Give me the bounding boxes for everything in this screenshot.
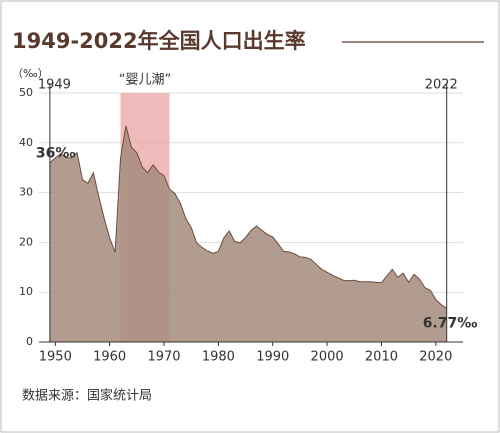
year-marker-label: 2022 [425, 78, 458, 93]
y-unit: （‰） [12, 67, 49, 80]
source: 数据来源：国家统计局 [22, 388, 152, 404]
x-tick-label: 1960 [93, 350, 126, 365]
y-tick-label: 10 [19, 285, 33, 298]
x-tick-label: 1990 [256, 350, 289, 365]
x-tick-label: 2010 [365, 350, 398, 365]
y-tick-label: 0 [26, 335, 33, 348]
x-tick-label: 1950 [39, 350, 72, 365]
value-label: 6.77‰ [423, 315, 478, 331]
x-tick-label: 1980 [202, 350, 235, 365]
y-tick-label: 20 [19, 235, 33, 248]
chart-title: 1949-2022年全国人口出生率 [12, 29, 306, 53]
y-tick-label: 30 [19, 186, 33, 199]
highlight-label: “婴儿潮” [119, 73, 171, 88]
y-tick-label: 40 [19, 136, 33, 149]
value-label: 36‰ [36, 146, 76, 162]
year-marker-label: 1949 [38, 78, 71, 93]
x-tick-label: 2000 [311, 350, 344, 365]
x-tick-label: 2020 [419, 350, 452, 365]
y-tick-label: 50 [19, 86, 33, 99]
line [49, 125, 447, 309]
x-tick-label: 1970 [147, 350, 180, 365]
